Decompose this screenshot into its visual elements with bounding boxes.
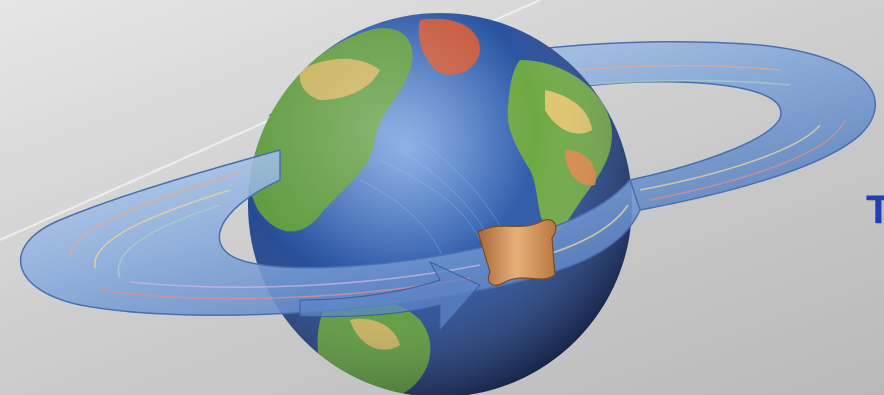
- earth-globe: [248, 13, 632, 395]
- orbit-direction-arrow: [299, 260, 481, 332]
- partial-heading-text: T: [866, 188, 884, 232]
- satellite-ribbon: [477, 219, 557, 286]
